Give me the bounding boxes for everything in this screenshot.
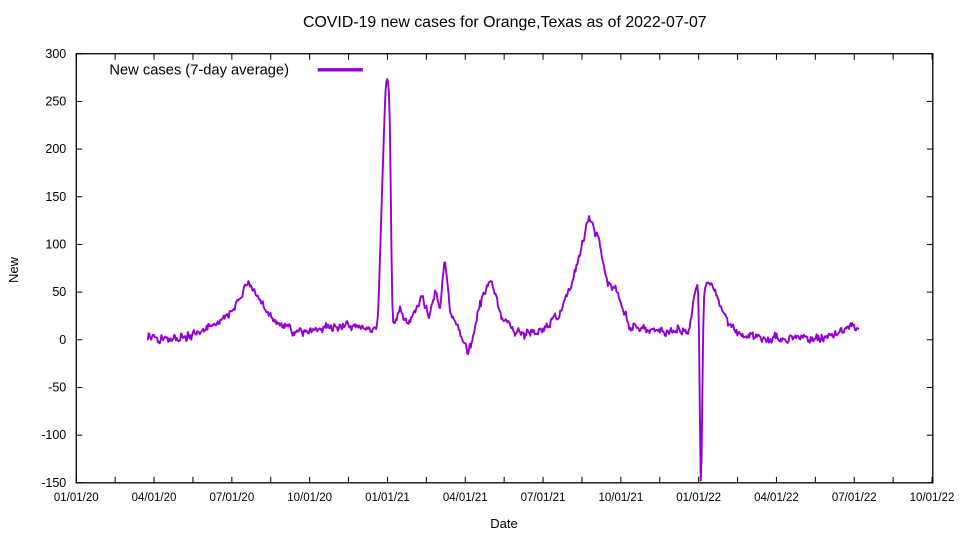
svg-text:300: 300 <box>45 47 66 61</box>
svg-text:04/01/22: 04/01/22 <box>754 492 799 504</box>
svg-text:01/01/20: 01/01/20 <box>54 492 99 504</box>
svg-text:0: 0 <box>59 333 66 347</box>
svg-text:-100: -100 <box>41 428 66 442</box>
svg-text:10/01/21: 10/01/21 <box>598 492 643 504</box>
svg-text:01/01/21: 01/01/21 <box>365 492 410 504</box>
svg-text:250: 250 <box>45 94 66 108</box>
svg-text:200: 200 <box>45 142 66 156</box>
svg-text:-150: -150 <box>41 476 66 490</box>
svg-text:-50: -50 <box>48 380 66 394</box>
svg-text:01/01/22: 01/01/22 <box>676 492 721 504</box>
svg-text:Date: Date <box>490 516 517 531</box>
svg-text:07/01/21: 07/01/21 <box>521 492 566 504</box>
svg-text:07/01/20: 07/01/20 <box>209 492 254 504</box>
svg-text:New cases (7-day average): New cases (7-day average) <box>109 62 289 78</box>
svg-text:New: New <box>6 256 21 283</box>
svg-text:150: 150 <box>45 190 66 204</box>
svg-text:10/01/22: 10/01/22 <box>910 492 955 504</box>
svg-text:04/01/21: 04/01/21 <box>443 492 488 504</box>
svg-text:04/01/20: 04/01/20 <box>132 492 177 504</box>
svg-text:COVID-19 new cases for Orange,: COVID-19 new cases for Orange,Texas as o… <box>303 14 707 31</box>
svg-text:100: 100 <box>45 237 66 251</box>
svg-text:10/01/20: 10/01/20 <box>287 492 332 504</box>
svg-text:50: 50 <box>52 285 66 299</box>
svg-text:07/01/22: 07/01/22 <box>832 492 877 504</box>
